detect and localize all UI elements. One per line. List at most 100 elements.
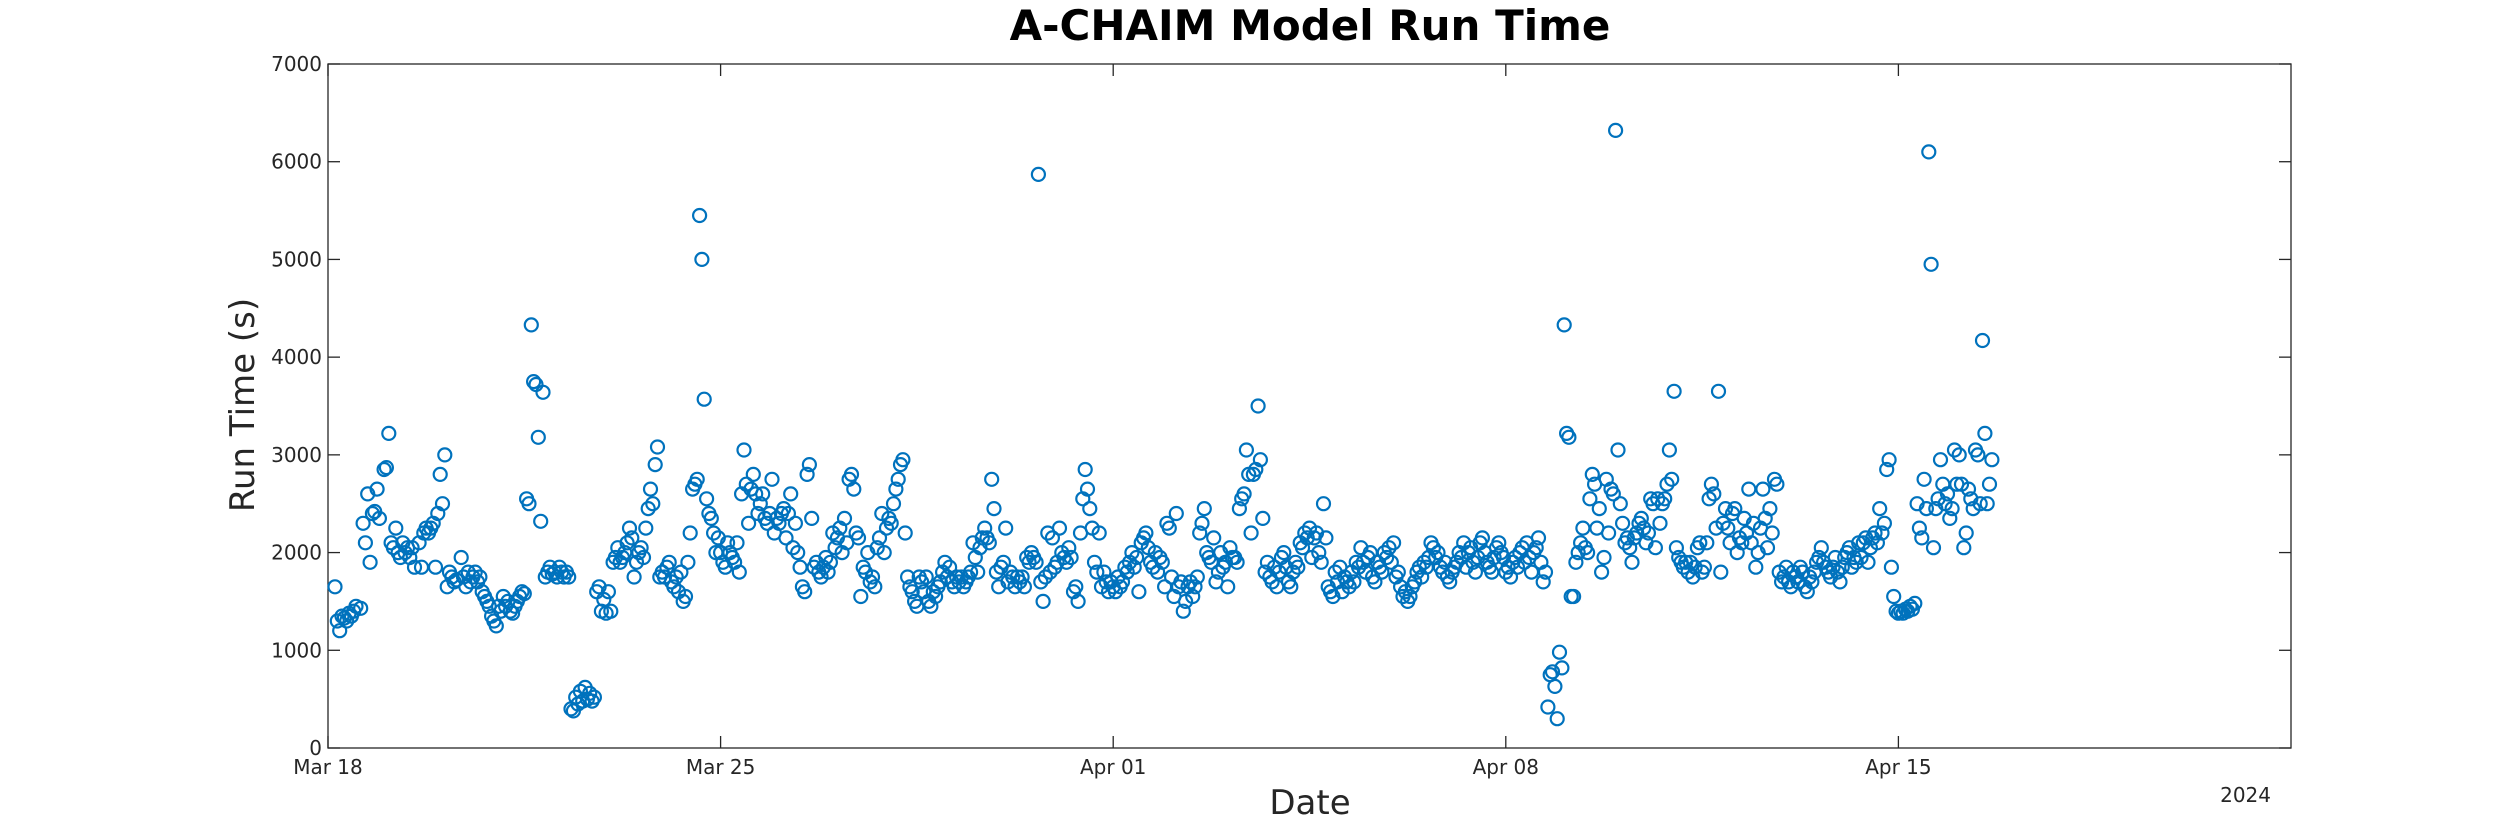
data-point (1960, 481, 1977, 497)
data-point (1848, 554, 1864, 570)
data-point (1540, 699, 1556, 715)
data-point (1624, 554, 1640, 570)
data-point (818, 549, 834, 566)
data-point (357, 535, 373, 551)
data-point (1914, 530, 1930, 546)
data-point (640, 501, 656, 517)
data-point (736, 442, 752, 458)
data-point (1530, 530, 1547, 546)
data-point (1591, 501, 1607, 517)
data-point (1192, 525, 1208, 541)
data-point (1315, 496, 1332, 512)
data-point (1266, 559, 1283, 575)
data-point (1206, 530, 1222, 546)
data-point (586, 689, 603, 705)
data-point (453, 549, 469, 566)
data-point (521, 496, 537, 512)
data-point (619, 535, 635, 551)
data-point (1425, 540, 1442, 556)
data-point (890, 471, 906, 487)
data-point (995, 554, 1012, 570)
data-point (918, 569, 934, 585)
data-point (1131, 584, 1147, 600)
data-point (376, 461, 392, 478)
data-point (1610, 442, 1626, 458)
data-point (927, 588, 944, 605)
data-point (1236, 486, 1252, 502)
data-point (876, 544, 892, 561)
data-point (472, 569, 488, 585)
data-point (850, 530, 867, 546)
data-point (1007, 579, 1023, 595)
data-point (1061, 540, 1077, 556)
data-point (1068, 579, 1084, 595)
data-point (719, 535, 736, 551)
data-point (1161, 520, 1177, 536)
data-point (1692, 535, 1708, 551)
data-point (1932, 452, 1949, 468)
data-point (984, 471, 1000, 487)
data-point (1860, 554, 1876, 570)
data-point (885, 496, 902, 512)
data-point (785, 540, 801, 556)
data-point (1614, 515, 1631, 531)
data-point (378, 460, 394, 476)
data-point (1035, 593, 1051, 610)
data-point (864, 569, 881, 585)
data-point (904, 584, 920, 600)
data-point (1804, 574, 1820, 590)
data-point (1367, 574, 1383, 590)
data-point (633, 540, 649, 556)
data-point (1028, 554, 1044, 570)
data-point (1196, 501, 1212, 517)
data-point (1944, 501, 1960, 517)
data-point (895, 452, 911, 468)
data-point (1341, 579, 1357, 595)
data-point (1970, 447, 1986, 463)
data-point (822, 554, 839, 570)
data-point (1652, 515, 1668, 531)
data-point (1318, 530, 1334, 546)
data-point (437, 447, 453, 463)
data-point (755, 486, 771, 502)
data-point (1939, 486, 1956, 502)
y-tick-label: 7000 (271, 52, 322, 76)
x-axis-year-label: 2024 (2220, 783, 2271, 807)
data-point (836, 510, 853, 527)
data-point (696, 391, 712, 407)
data-point (1544, 664, 1561, 680)
x-tick-label: Apr 15 (1865, 755, 1931, 779)
data-point (642, 481, 659, 497)
data-point (1229, 554, 1245, 570)
data-point (745, 466, 761, 482)
data-point (1502, 569, 1519, 585)
data-point (1834, 559, 1850, 575)
data-point (1972, 496, 1988, 512)
data-point (771, 515, 787, 531)
data-point (1014, 569, 1030, 585)
data-point (1124, 544, 1140, 561)
data-point (1154, 554, 1170, 570)
data-point (362, 554, 378, 570)
data-point (624, 530, 640, 546)
x-tick-label: Mar 18 (293, 755, 363, 779)
y-tick-label: 6000 (271, 150, 322, 174)
data-point (339, 613, 355, 629)
data-point (1713, 564, 1729, 580)
data-point (1923, 256, 1939, 272)
data-point (1285, 564, 1301, 580)
data-point (1554, 660, 1570, 676)
data-point (1593, 564, 1610, 580)
data-point (1474, 530, 1491, 546)
data-point (638, 520, 654, 536)
y-tick-label: 0 (309, 736, 322, 760)
data-point (1974, 332, 1991, 349)
data-point (801, 457, 818, 473)
data-point (1881, 452, 1897, 468)
data-point (434, 496, 451, 512)
data-point (1044, 530, 1061, 546)
data-point (1175, 603, 1191, 619)
data-point (1921, 144, 1937, 160)
data-point (1467, 564, 1484, 580)
